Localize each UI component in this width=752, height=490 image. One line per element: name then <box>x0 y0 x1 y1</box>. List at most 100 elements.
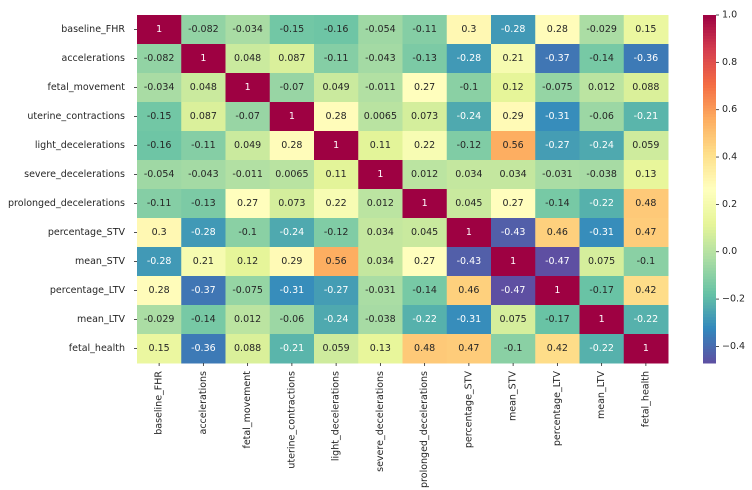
heatmap-cell <box>491 305 536 335</box>
heatmap-cell <box>446 44 492 74</box>
cell-label: -0.038 <box>586 169 617 180</box>
heatmap-cell <box>491 334 536 364</box>
x-tick-label: uterine_contractions <box>286 371 297 469</box>
cell-label: -0.16 <box>324 24 349 35</box>
cell-label: -0.22 <box>634 314 659 325</box>
colorbar-slice <box>703 171 716 175</box>
colorbar-slice <box>703 67 716 71</box>
colorbar-slice <box>703 165 716 170</box>
cell-label: -0.054 <box>365 24 396 35</box>
colorbar-slice <box>703 189 716 193</box>
y-tick-label: uterine_contractions <box>27 111 125 122</box>
cell-label: -0.24 <box>280 227 305 238</box>
y-tick-label: mean_STV <box>75 256 126 267</box>
cell-label: 0.27 <box>414 256 435 267</box>
colorbar-slice <box>703 293 716 297</box>
cell-label: -0.31 <box>280 285 305 296</box>
cell-label: 0.29 <box>503 111 524 122</box>
heatmap-cell <box>314 305 359 335</box>
cell-label: -0.47 <box>545 256 570 267</box>
heatmap-cell <box>137 15 182 45</box>
cell-label: 0.0065 <box>275 169 308 180</box>
heatmap-cell <box>535 334 580 364</box>
colorbar-tick-label: −0.2 <box>722 294 745 305</box>
heatmap-cell <box>535 73 580 103</box>
colorbar-slice <box>703 328 716 332</box>
colorbar-slice <box>703 220 716 225</box>
heatmap-cell <box>446 102 492 132</box>
heatmap-cell <box>535 276 580 306</box>
colorbar-slice <box>703 168 716 173</box>
colorbar-slice <box>703 23 716 28</box>
heatmap-cell <box>535 305 580 335</box>
cell-label: 0.034 <box>367 227 394 238</box>
cell-label: 0.012 <box>234 314 261 325</box>
colorbar-slice <box>703 357 716 361</box>
cell-label: -0.1 <box>238 227 257 238</box>
colorbar-slice <box>703 142 716 146</box>
cell-label: -0.27 <box>545 140 570 151</box>
heatmap-cell <box>402 334 448 364</box>
heatmap-cell <box>137 305 182 335</box>
cell-label: -0.075 <box>542 82 573 93</box>
cell-label: -0.082 <box>144 53 175 64</box>
cell-label: -0.14 <box>191 314 216 325</box>
cell-label: -0.31 <box>589 227 614 238</box>
cell-label: 0.073 <box>278 198 305 209</box>
colorbar-slice <box>703 313 716 318</box>
colorbar-slice <box>703 58 716 62</box>
colorbar-slice <box>703 35 716 39</box>
heatmap-cell <box>358 276 403 306</box>
cell-label: 0.15 <box>635 24 656 35</box>
cell-label: 0.21 <box>193 256 214 267</box>
heatmap-cell <box>181 247 226 277</box>
cell-label: -0.07 <box>235 111 260 122</box>
colorbar-slice <box>703 348 716 352</box>
cell-label: 0.034 <box>367 256 394 267</box>
heatmap-cell <box>535 218 580 248</box>
colorbar-slice <box>703 226 716 231</box>
cell-label: 0.088 <box>234 343 261 354</box>
cell-label: -0.043 <box>188 169 219 180</box>
heatmap-cell <box>269 305 315 335</box>
colorbar-slice <box>703 325 716 329</box>
cell-label: 0.088 <box>632 82 659 93</box>
x-tick-label: prolonged_decelerations <box>419 371 430 488</box>
heatmap-cell <box>491 15 536 45</box>
heatmap-cell <box>269 160 315 190</box>
heatmap-cell <box>225 44 271 74</box>
cell-label: 0.27 <box>237 198 258 209</box>
colorbar-slice <box>703 235 716 239</box>
cell-label: 0.048 <box>234 53 261 64</box>
y-tick-label: prolonged_decelerations <box>8 198 125 209</box>
heatmap-cell <box>269 276 315 306</box>
heatmap-cell <box>137 102 182 132</box>
heatmap-cell <box>269 189 315 219</box>
heatmap-cell <box>579 102 625 132</box>
cell-label: 0.27 <box>414 82 435 93</box>
cell-label: -0.16 <box>147 140 172 151</box>
heatmap-cell <box>225 247 271 277</box>
heatmap-cell <box>314 247 359 277</box>
cell-label: 0.46 <box>458 285 479 296</box>
colorbar-slice <box>703 113 716 117</box>
cell-label: 0.12 <box>503 82 524 93</box>
heatmap-cell <box>623 44 669 74</box>
colorbar-slice <box>703 46 716 51</box>
colorbar-slice <box>703 162 716 167</box>
colorbar-slice <box>703 342 716 347</box>
colorbar-slice <box>703 32 716 36</box>
cell-label: -0.13 <box>412 53 437 64</box>
colorbar-slice <box>703 278 716 283</box>
colorbar-slice <box>703 299 716 303</box>
heatmap-cell <box>446 247 492 277</box>
colorbar-slice <box>703 203 716 207</box>
colorbar-slice <box>703 160 716 164</box>
heatmap-cell <box>314 15 359 45</box>
colorbar-slice <box>703 38 716 42</box>
heatmap-cell <box>181 276 226 306</box>
cell-label: -0.11 <box>324 53 349 64</box>
x-tick-label: mean_LTV <box>596 371 607 419</box>
colorbar-slice <box>703 261 716 265</box>
cell-label: 0.034 <box>500 169 527 180</box>
